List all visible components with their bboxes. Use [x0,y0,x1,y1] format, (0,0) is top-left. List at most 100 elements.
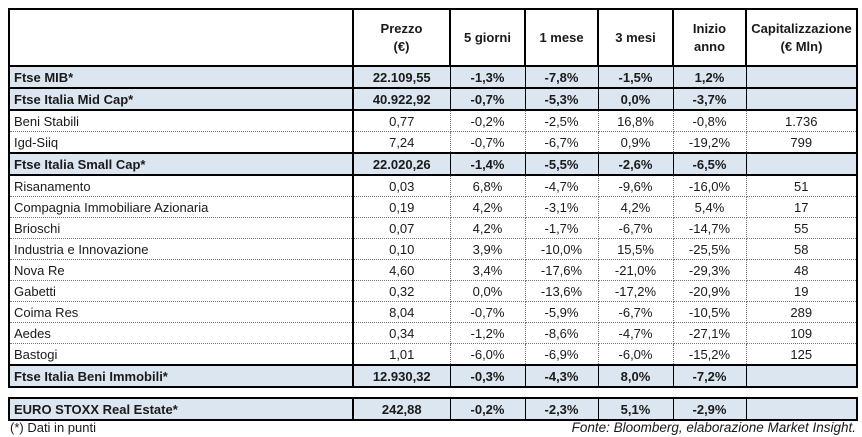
row-label: Bastogi [9,343,354,366]
cell-3-mesi: -2,6% [598,152,674,176]
cell-prezzo: 4,60 [353,259,451,281]
table-row-stock: Brioschi 0,07 4,2% -1,7% -6,7% -14,7% 55 [9,217,858,239]
cell-capitalizzazione: 289 [746,301,858,323]
row-label: Aedes [9,322,354,344]
market-data-table: Prezzo (€) 5 giorni 1 mese 3 mesi Inizio … [8,8,858,388]
cell-1-mese: -2,5% [525,110,599,132]
table-row-index: Ftse MIB* 22.109,55 -1,3% -7,8% -1,5% 1,… [9,65,858,89]
cell-3-mesi: -9,6% [598,175,674,197]
table-row-stock: Risanamento 0,03 6,8% -4,7% -9,6% -16,0%… [9,175,858,197]
cell-prezzo: 0,10 [353,238,451,260]
cell-prezzo: 40.922,92 [353,87,451,111]
col-header-1-mese: 1 mese [524,8,599,67]
table-row-stock: Beni Stabili 0,77 -0,2% -2,5% 16,8% -0,8… [9,110,858,132]
cell-1-mese: -6,9% [525,343,599,366]
cell-5-giorni: -0,7% [450,87,526,111]
cell-capitalizzazione: 109 [746,322,858,344]
cell-prezzo: 0,03 [353,175,451,197]
cell-1-mese: -4,7% [525,175,599,197]
cell-1-mese: -5,9% [525,301,599,323]
cell-capitalizzazione: 58 [746,238,858,260]
cell-3-mesi: 0,0% [598,87,674,111]
cell-prezzo: 12.930,32 [353,364,451,388]
row-label: Nova Re [9,259,354,281]
cell-1-mese: -10,0% [525,238,599,260]
source-note: Fonte: Bloomberg, elaborazione Market In… [571,420,856,435]
cell-5-giorni: -0,2% [450,397,526,421]
cell-capitalizzazione [746,364,858,388]
cell-5-giorni: -0,2% [450,110,526,132]
cell-3-mesi: 5,1% [598,397,674,421]
cell-1-mese: -3,1% [525,196,599,218]
cell-inizio-anno: -29,3% [673,259,747,281]
table-row-stock: Aedes 0,34 -1,2% -8,6% -4,7% -27,1% 109 [9,322,858,344]
cell-inizio-anno: -27,1% [673,322,747,344]
cell-capitalizzazione: 51 [746,175,858,197]
table-row-stock: Igd-Siiq 7,24 -0,7% -6,7% 0,9% -19,2% 79… [9,131,858,154]
cell-capitalizzazione: 55 [746,217,858,239]
cell-5-giorni: -6,0% [450,343,526,366]
cell-capitalizzazione: 19 [746,280,858,302]
cell-prezzo: 0,32 [353,280,451,302]
euro-stoxx-table: EURO STOXX Real Estate* 242,88 -0,2% -2,… [8,397,858,421]
cell-capitalizzazione [746,65,858,89]
table-row-stock: Gabetti 0,32 0,0% -13,6% -17,2% -20,9% 1… [9,280,858,302]
cell-1-mese: -7,8% [525,65,599,89]
cell-prezzo: 0,19 [353,196,451,218]
cell-3-mesi: -6,0% [598,343,674,366]
col-header-capitalizzazione: Capitalizzazione (€ Mln) [745,8,858,67]
cell-inizio-anno: -19,2% [673,131,747,154]
cell-5-giorni: 4,2% [450,217,526,239]
cell-5-giorni: -1,2% [450,322,526,344]
cell-1-mese: -8,6% [525,322,599,344]
table-row-index: EURO STOXX Real Estate* 242,88 -0,2% -2,… [9,397,858,421]
cell-1-mese: -4,3% [525,364,599,388]
points-footnote: (*) Dati in punti [10,420,96,435]
cell-prezzo: 0,34 [353,322,451,344]
cell-inizio-anno: -3,7% [673,87,747,111]
cell-3-mesi: -21,0% [598,259,674,281]
row-label: Ftse MIB* [9,65,354,89]
cell-inizio-anno: -7,2% [673,364,747,388]
cell-1-mese: -6,7% [525,131,599,154]
header-row: Prezzo (€) 5 giorni 1 mese 3 mesi Inizio … [8,8,858,67]
cell-capitalizzazione [746,87,858,111]
cell-prezzo: 22.109,55 [353,65,451,89]
cell-inizio-anno: -25,5% [673,238,747,260]
row-label: EURO STOXX Real Estate* [9,397,354,421]
cell-5-giorni: -0,7% [450,131,526,154]
cell-5-giorni: -1,3% [450,65,526,89]
cell-prezzo: 7,24 [353,131,451,154]
cell-5-giorni: -0,7% [450,301,526,323]
cell-inizio-anno: -6,5% [673,152,747,176]
cell-capitalizzazione: 17 [746,196,858,218]
cell-capitalizzazione: 48 [746,259,858,281]
cell-inizio-anno: -16,0% [673,175,747,197]
cell-5-giorni: 6,8% [450,175,526,197]
table-row-index: Ftse Italia Beni Immobili* 12.930,32 -0,… [9,364,858,388]
cell-capitalizzazione [746,397,858,421]
row-label: Ftse Italia Mid Cap* [9,87,354,111]
col-header-5-giorni: 5 giorni [449,8,526,67]
cell-3-mesi: -6,7% [598,217,674,239]
cell-3-mesi: 16,8% [598,110,674,132]
cell-3-mesi: -6,7% [598,301,674,323]
cell-5-giorni: 4,2% [450,196,526,218]
cell-inizio-anno: 5,4% [673,196,747,218]
cell-5-giorni: -1,4% [450,152,526,176]
cell-inizio-anno: -10,5% [673,301,747,323]
cell-1-mese: -5,5% [525,152,599,176]
row-label: Brioschi [9,217,354,239]
cell-inizio-anno: -14,7% [673,217,747,239]
cell-3-mesi: -1,5% [598,65,674,89]
cell-capitalizzazione: 125 [746,343,858,366]
row-label: Beni Stabili [9,110,354,132]
row-label: Risanamento [9,175,354,197]
cell-capitalizzazione [746,152,858,176]
cell-1-mese: -17,6% [525,259,599,281]
cell-5-giorni: -0,3% [450,364,526,388]
cell-prezzo: 22.020,26 [353,152,451,176]
table-row-stock: Industria e Innovazione 0,10 3,9% -10,0%… [9,238,858,260]
cell-5-giorni: 3,9% [450,238,526,260]
